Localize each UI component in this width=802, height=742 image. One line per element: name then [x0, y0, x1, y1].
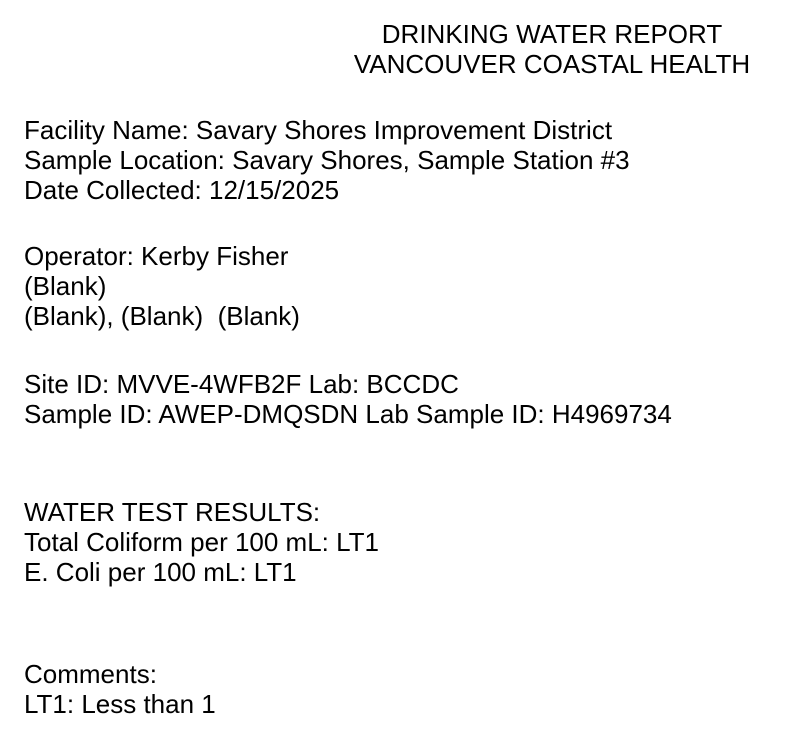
sample-id-lab-line: Sample ID: AWEP-DMQSDN Lab Sample ID: H4…	[24, 399, 672, 429]
blank-placeholder-line-2: (Blank), (Blank) (Blank)	[24, 301, 300, 331]
facility-info-section: Facility Name: Savary Shores Improvement…	[24, 115, 802, 205]
report-header: DRINKING WATER REPORT VANCOUVER COASTAL …	[302, 19, 802, 79]
report-title-line1: DRINKING WATER REPORT	[381, 19, 723, 49]
water-test-results-heading: WATER TEST RESULTS:	[24, 497, 321, 527]
facility-name-line: Facility Name: Savary Shores Improvement…	[24, 115, 613, 145]
blank-placeholder-line-1: (Blank)	[24, 271, 107, 301]
e-coli-result-line: E. Coli per 100 mL: LT1	[24, 557, 297, 587]
date-collected-line: Date Collected: 12/15/2025	[24, 175, 340, 205]
operator-info-section: Operator: Kerby Fisher (Blank) (Blank), …	[24, 241, 802, 331]
comments-heading: Comments:	[24, 659, 157, 689]
water-test-results-section: WATER TEST RESULTS: Total Coliform per 1…	[24, 497, 802, 587]
lt1-note-line: LT1: Less than 1	[24, 689, 216, 719]
comments-section: Comments: LT1: Less than 1	[24, 659, 802, 719]
total-coliform-result-line: Total Coliform per 100 mL: LT1	[24, 527, 379, 557]
sample-ids-section: Site ID: MVVE-4WFB2F Lab: BCCDC Sample I…	[24, 369, 802, 429]
site-id-lab-line: Site ID: MVVE-4WFB2F Lab: BCCDC	[24, 369, 459, 399]
operator-line: Operator: Kerby Fisher	[24, 241, 289, 271]
sample-location-line: Sample Location: Savary Shores, Sample S…	[24, 145, 630, 175]
report-title-line2: VANCOUVER COASTAL HEALTH	[353, 49, 751, 79]
